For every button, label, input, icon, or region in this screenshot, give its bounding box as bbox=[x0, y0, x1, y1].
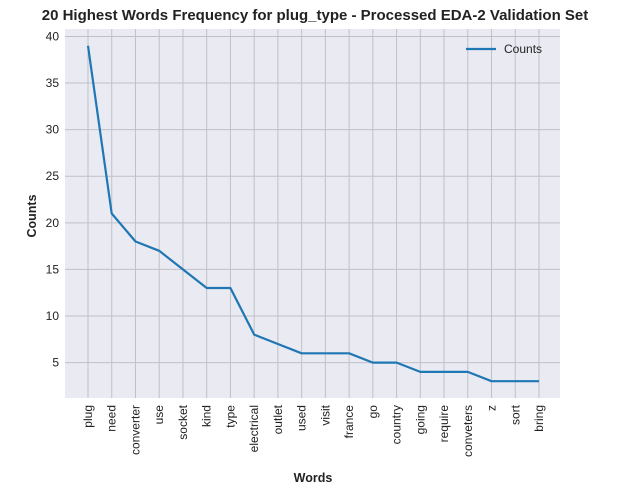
x-tick-label-kind: kind bbox=[200, 405, 214, 427]
x-tick-label-visit: visit bbox=[318, 404, 332, 425]
x-tick-label-need: need bbox=[105, 405, 119, 432]
plot-area bbox=[65, 29, 560, 398]
x-tick-label-use: use bbox=[152, 405, 166, 425]
x-tick-label-going: going bbox=[413, 405, 427, 434]
x-tick-label-converter: converter bbox=[128, 405, 142, 455]
x-axis-ticks: plug need converter use socket kind type electr… bbox=[81, 404, 546, 457]
x-tick-label-country: country bbox=[390, 405, 404, 444]
chart-title: 20 Highest Words Frequency for plug_type… bbox=[42, 7, 589, 24]
legend: Counts bbox=[466, 42, 542, 56]
x-tick-label-electrical: electrical bbox=[247, 405, 261, 452]
series-line-counts bbox=[86, 45, 539, 383]
x-tick-label-outlet: outlet bbox=[271, 404, 285, 434]
y-tick-label: 20 bbox=[46, 216, 60, 230]
y-tick-label: 35 bbox=[46, 76, 60, 90]
x-tick-label-bring: bring bbox=[532, 405, 546, 432]
x-tick-label-socket: socket bbox=[176, 404, 190, 439]
y-tick-label: 40 bbox=[46, 29, 60, 43]
x-tick-label-conveters: conveters bbox=[461, 405, 475, 457]
x-tick-label-used: used bbox=[295, 405, 309, 431]
y-tick-label: 25 bbox=[46, 169, 60, 183]
legend-label-counts: Counts bbox=[504, 42, 542, 56]
y-axis-ticks: 5 10 15 20 25 30 35 40 bbox=[46, 29, 60, 369]
series-layer bbox=[86, 45, 540, 383]
x-tick-label-france: france bbox=[342, 405, 356, 439]
y-tick-label: 15 bbox=[46, 262, 60, 276]
y-axis-label: Counts bbox=[25, 194, 39, 237]
y-tick-label: 10 bbox=[46, 309, 60, 323]
y-tick-label: 5 bbox=[52, 356, 59, 370]
x-tick-label-sort: sort bbox=[508, 404, 522, 425]
x-tick-label-z: z bbox=[485, 405, 499, 411]
x-tick-label-go: go bbox=[366, 405, 380, 419]
x-axis-label: Words bbox=[294, 471, 333, 485]
y-tick-label: 30 bbox=[46, 123, 60, 137]
x-tick-label-require: require bbox=[437, 405, 451, 443]
x-tick-label-plug: plug bbox=[81, 405, 95, 428]
x-tick-label-type: type bbox=[223, 405, 237, 428]
